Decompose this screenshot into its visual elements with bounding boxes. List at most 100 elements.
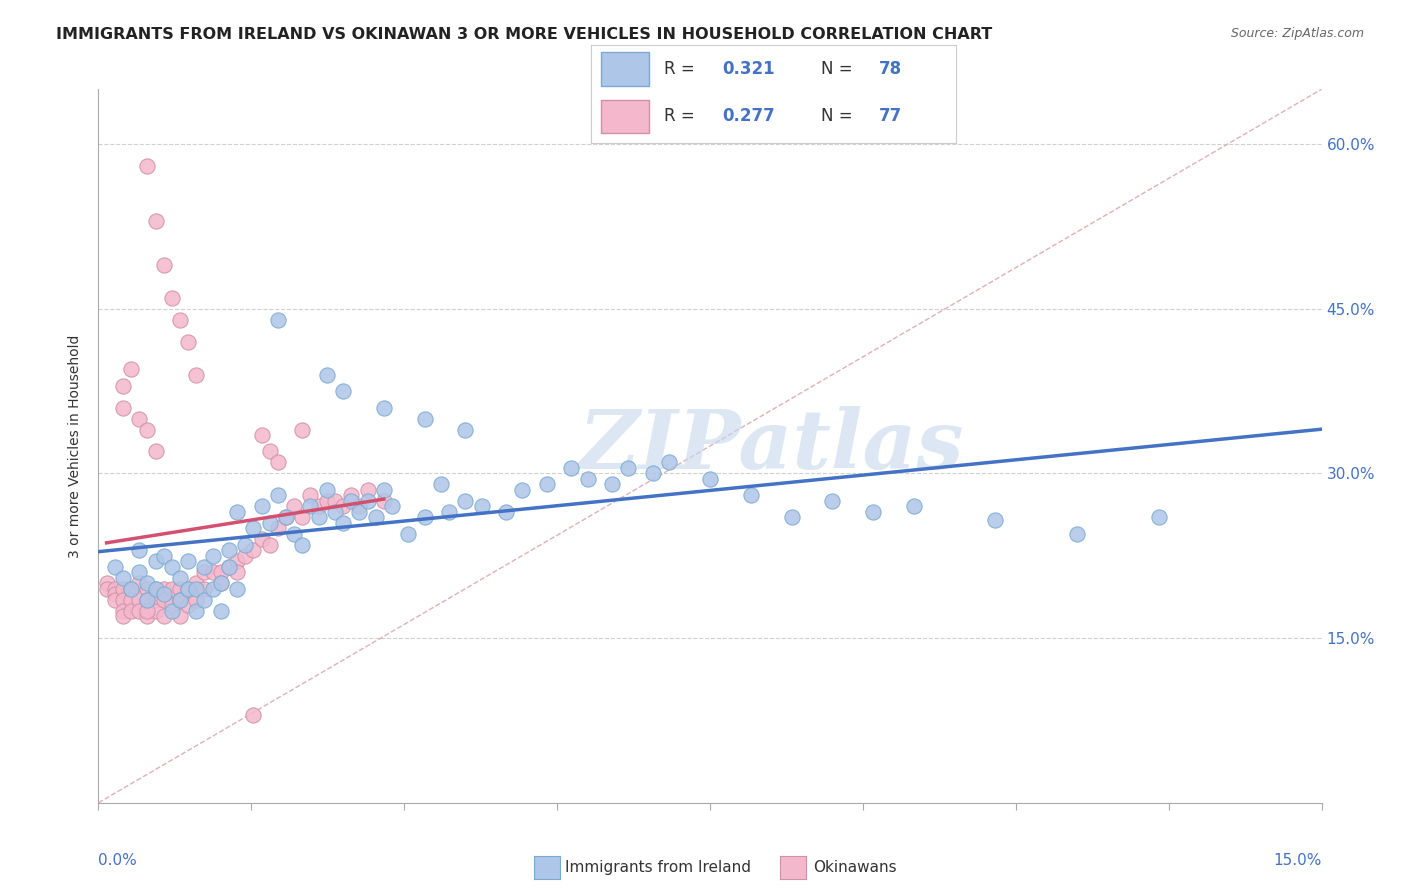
Point — [560, 461, 582, 475]
Point — [233, 538, 256, 552]
Point — [177, 598, 200, 612]
Text: R =: R = — [664, 107, 700, 125]
Point — [169, 312, 191, 326]
Point — [186, 576, 208, 591]
Point — [332, 384, 354, 398]
Point — [274, 510, 297, 524]
Point — [111, 609, 134, 624]
Point — [576, 472, 599, 486]
Point — [536, 477, 558, 491]
Point — [267, 488, 290, 502]
Point — [145, 582, 167, 596]
Point — [193, 592, 215, 607]
Point — [1066, 526, 1088, 541]
Point — [242, 708, 264, 723]
Point — [332, 516, 354, 530]
Point — [169, 592, 191, 607]
Point — [413, 510, 436, 524]
Point — [641, 467, 664, 481]
Text: ZIPatlas: ZIPatlas — [578, 406, 965, 486]
Point — [209, 576, 232, 591]
Point — [512, 483, 534, 497]
Point — [332, 500, 354, 514]
Point — [111, 592, 134, 607]
Point — [145, 214, 167, 228]
Point — [340, 488, 363, 502]
Point — [160, 582, 183, 596]
Point — [617, 461, 640, 475]
Point — [136, 582, 159, 596]
Point — [186, 582, 208, 596]
Point — [250, 500, 273, 514]
FancyBboxPatch shape — [602, 53, 650, 86]
Point — [226, 554, 249, 568]
Point — [128, 592, 150, 607]
Point — [136, 609, 159, 624]
Point — [128, 576, 150, 591]
Point — [259, 538, 281, 552]
Point — [267, 312, 290, 326]
Point — [315, 494, 337, 508]
Point — [364, 510, 387, 524]
Point — [152, 609, 174, 624]
Point — [145, 444, 167, 458]
Point — [396, 526, 419, 541]
Point — [120, 604, 142, 618]
Point — [201, 549, 224, 563]
Y-axis label: 3 or more Vehicles in Household: 3 or more Vehicles in Household — [69, 334, 83, 558]
Point — [169, 609, 191, 624]
Point — [454, 423, 477, 437]
Point — [349, 500, 371, 514]
Point — [903, 500, 925, 514]
Point — [145, 582, 167, 596]
Point — [373, 401, 395, 415]
Point — [291, 510, 314, 524]
Point — [128, 543, 150, 558]
Point — [373, 483, 395, 497]
Point — [111, 604, 134, 618]
Text: Source: ZipAtlas.com: Source: ZipAtlas.com — [1230, 27, 1364, 40]
Point — [340, 494, 363, 508]
Point — [145, 592, 167, 607]
Point — [128, 566, 150, 580]
Point — [373, 494, 395, 508]
Point — [308, 510, 330, 524]
Point — [242, 543, 264, 558]
Point — [186, 368, 208, 382]
Point — [169, 582, 191, 596]
Point — [128, 411, 150, 425]
Point — [218, 559, 240, 574]
Point — [299, 488, 322, 502]
Text: 0.321: 0.321 — [723, 60, 775, 78]
Point — [209, 604, 232, 618]
Point — [308, 500, 330, 514]
Point — [152, 582, 174, 596]
Point — [471, 500, 494, 514]
Point — [315, 483, 337, 497]
Text: 77: 77 — [879, 107, 903, 125]
Point — [226, 566, 249, 580]
Point — [233, 549, 256, 563]
Point — [104, 587, 127, 601]
Text: IMMIGRANTS FROM IRELAND VS OKINAWAN 3 OR MORE VEHICLES IN HOUSEHOLD CORRELATION : IMMIGRANTS FROM IRELAND VS OKINAWAN 3 OR… — [56, 27, 993, 42]
Point — [323, 494, 346, 508]
Point — [862, 505, 884, 519]
Text: 0.0%: 0.0% — [98, 853, 138, 868]
Text: Immigrants from Ireland: Immigrants from Ireland — [565, 860, 751, 874]
Point — [209, 576, 232, 591]
Point — [145, 554, 167, 568]
Point — [1147, 510, 1170, 524]
Point — [495, 505, 517, 519]
Point — [226, 582, 249, 596]
Point — [177, 334, 200, 349]
Point — [356, 494, 378, 508]
Point — [111, 571, 134, 585]
Point — [242, 521, 264, 535]
Point — [201, 566, 224, 580]
Point — [299, 500, 322, 514]
Point — [430, 477, 453, 491]
Point — [96, 582, 118, 596]
Point — [437, 505, 460, 519]
Point — [145, 604, 167, 618]
Point — [209, 566, 232, 580]
